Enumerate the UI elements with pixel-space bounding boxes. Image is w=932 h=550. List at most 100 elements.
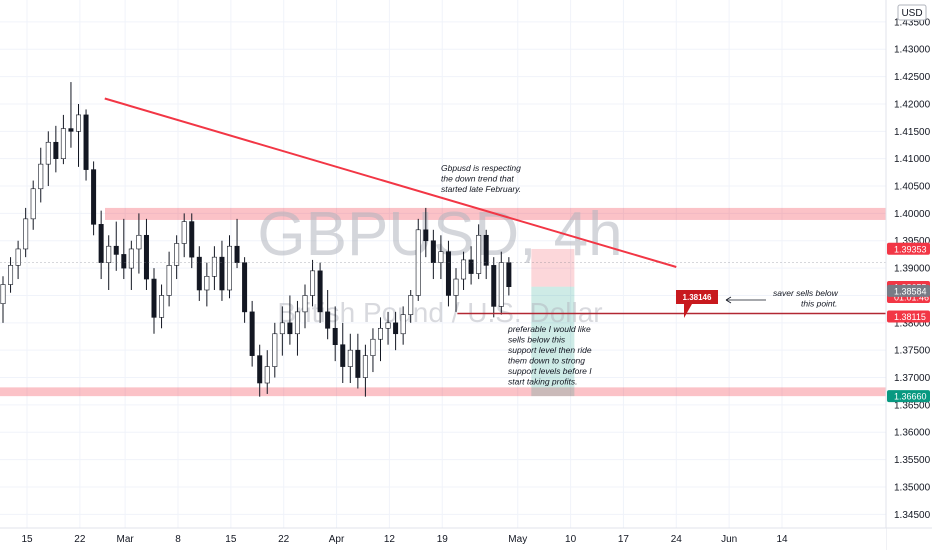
candle-body: [53, 141, 59, 159]
candle: [423, 207, 429, 258]
time-axis[interactable]: 15 22 Mar 8 15 22 Apr 12 19 May 10 17 24 Jun 14: [0, 527, 932, 550]
price-tag-box: [887, 310, 930, 323]
time-tick-label: 14: [776, 534, 788, 545]
candle: [98, 210, 104, 280]
candle-body: [385, 322, 391, 329]
annotation-support-line: support level then ride: [508, 345, 592, 355]
candle-body: [325, 311, 331, 329]
candle: [257, 344, 263, 397]
price-tick-label: 1.42500: [894, 72, 931, 83]
candle-body: [294, 311, 300, 335]
downtrend-line[interactable]: [104, 97, 677, 268]
price-tags: 1.393531.3865501:01:461.385841.381151.36…: [887, 242, 930, 403]
arrow-head: [725, 296, 732, 304]
currency-label: USD: [901, 8, 922, 19]
take-profit-area[interactable]: [531, 286, 575, 397]
candle: [227, 235, 233, 299]
candle: [151, 268, 157, 334]
candle-body: [196, 256, 202, 291]
candle: [76, 103, 82, 167]
time-tick-label: Apr: [329, 534, 345, 545]
candle-body: [23, 218, 29, 250]
candle-body: [234, 245, 240, 263]
candle: [302, 284, 308, 329]
candle: [45, 131, 51, 187]
time-tick-label: 12: [384, 534, 396, 545]
candle-body: [491, 265, 497, 307]
candle: [264, 350, 270, 394]
candle-body: [181, 221, 187, 244]
candle: [287, 295, 293, 345]
time-axis-background[interactable]: [0, 528, 886, 550]
candle: [196, 246, 202, 301]
candle: [294, 300, 300, 356]
candle: [136, 213, 142, 274]
candle: [483, 229, 489, 280]
candle: [83, 109, 89, 181]
candle: [468, 246, 474, 285]
candle-body: [128, 248, 134, 269]
annotation-right-line: this point.: [801, 299, 837, 309]
candle-body: [476, 234, 482, 274]
candle: [30, 180, 36, 230]
candle-body: [362, 355, 368, 378]
candle-body: [287, 322, 293, 335]
candle: [385, 311, 391, 345]
price-tag: 1.38115: [887, 310, 930, 323]
candle: [91, 161, 97, 236]
candle-body: [430, 240, 436, 263]
candle: [189, 213, 195, 269]
price-tick-label: 1.35500: [894, 455, 931, 466]
price-axis-background[interactable]: [886, 0, 932, 550]
candle: [128, 240, 134, 290]
candle-body: [279, 322, 285, 335]
price-axis[interactable]: 1.43500 1.43000 1.42500 1.42000 1.41500 1.410…: [885, 0, 932, 550]
candle: [159, 284, 165, 329]
candle: [204, 262, 210, 307]
candle: [121, 218, 127, 280]
drawn-lines[interactable]: 1.38146: [0, 97, 886, 318]
candle: [279, 306, 285, 356]
candle: [166, 251, 172, 307]
candle: [8, 257, 14, 293]
candle-body: [438, 251, 444, 263]
candle: [0, 276, 6, 323]
candle-body: [166, 265, 172, 296]
price-tick-label: 1.39000: [894, 264, 931, 275]
time-tick-label: Mar: [117, 534, 135, 545]
annotation-trend-line: Gbpusd is respecting: [441, 163, 521, 173]
candle-body: [317, 270, 323, 313]
price-tick-label: 1.37500: [894, 346, 931, 357]
price-tag: 1.36660: [887, 390, 930, 403]
candle: [249, 300, 255, 367]
candle: [219, 240, 225, 301]
candle: [174, 235, 180, 280]
candle: [332, 306, 338, 362]
candle-body: [91, 169, 97, 225]
candle-body: [143, 234, 149, 280]
candle: [370, 328, 376, 373]
price-tag-box: [887, 390, 930, 403]
candle: [453, 268, 459, 312]
callout-box: [676, 290, 718, 318]
candle-body: [45, 141, 51, 165]
annotation-support-line: preferable I would like: [507, 324, 591, 334]
candle-body: [76, 114, 82, 132]
candle-body: [30, 188, 36, 220]
price-callout: 1.38146: [676, 290, 718, 318]
currency-button[interactable]: USD: [897, 4, 927, 21]
candle: [362, 344, 368, 397]
candle-body: [113, 245, 119, 255]
candle: [415, 218, 421, 301]
stop-loss-area[interactable]: [531, 248, 575, 287]
candle: [393, 311, 399, 351]
candle-body: [393, 322, 399, 335]
candle: [400, 306, 406, 345]
currency-button-box[interactable]: [897, 4, 927, 21]
candle: [325, 289, 331, 340]
short-position-tool[interactable]: [531, 248, 575, 397]
annotation-support-line: start taking profits.: [508, 377, 577, 387]
candle-body: [60, 128, 66, 159]
